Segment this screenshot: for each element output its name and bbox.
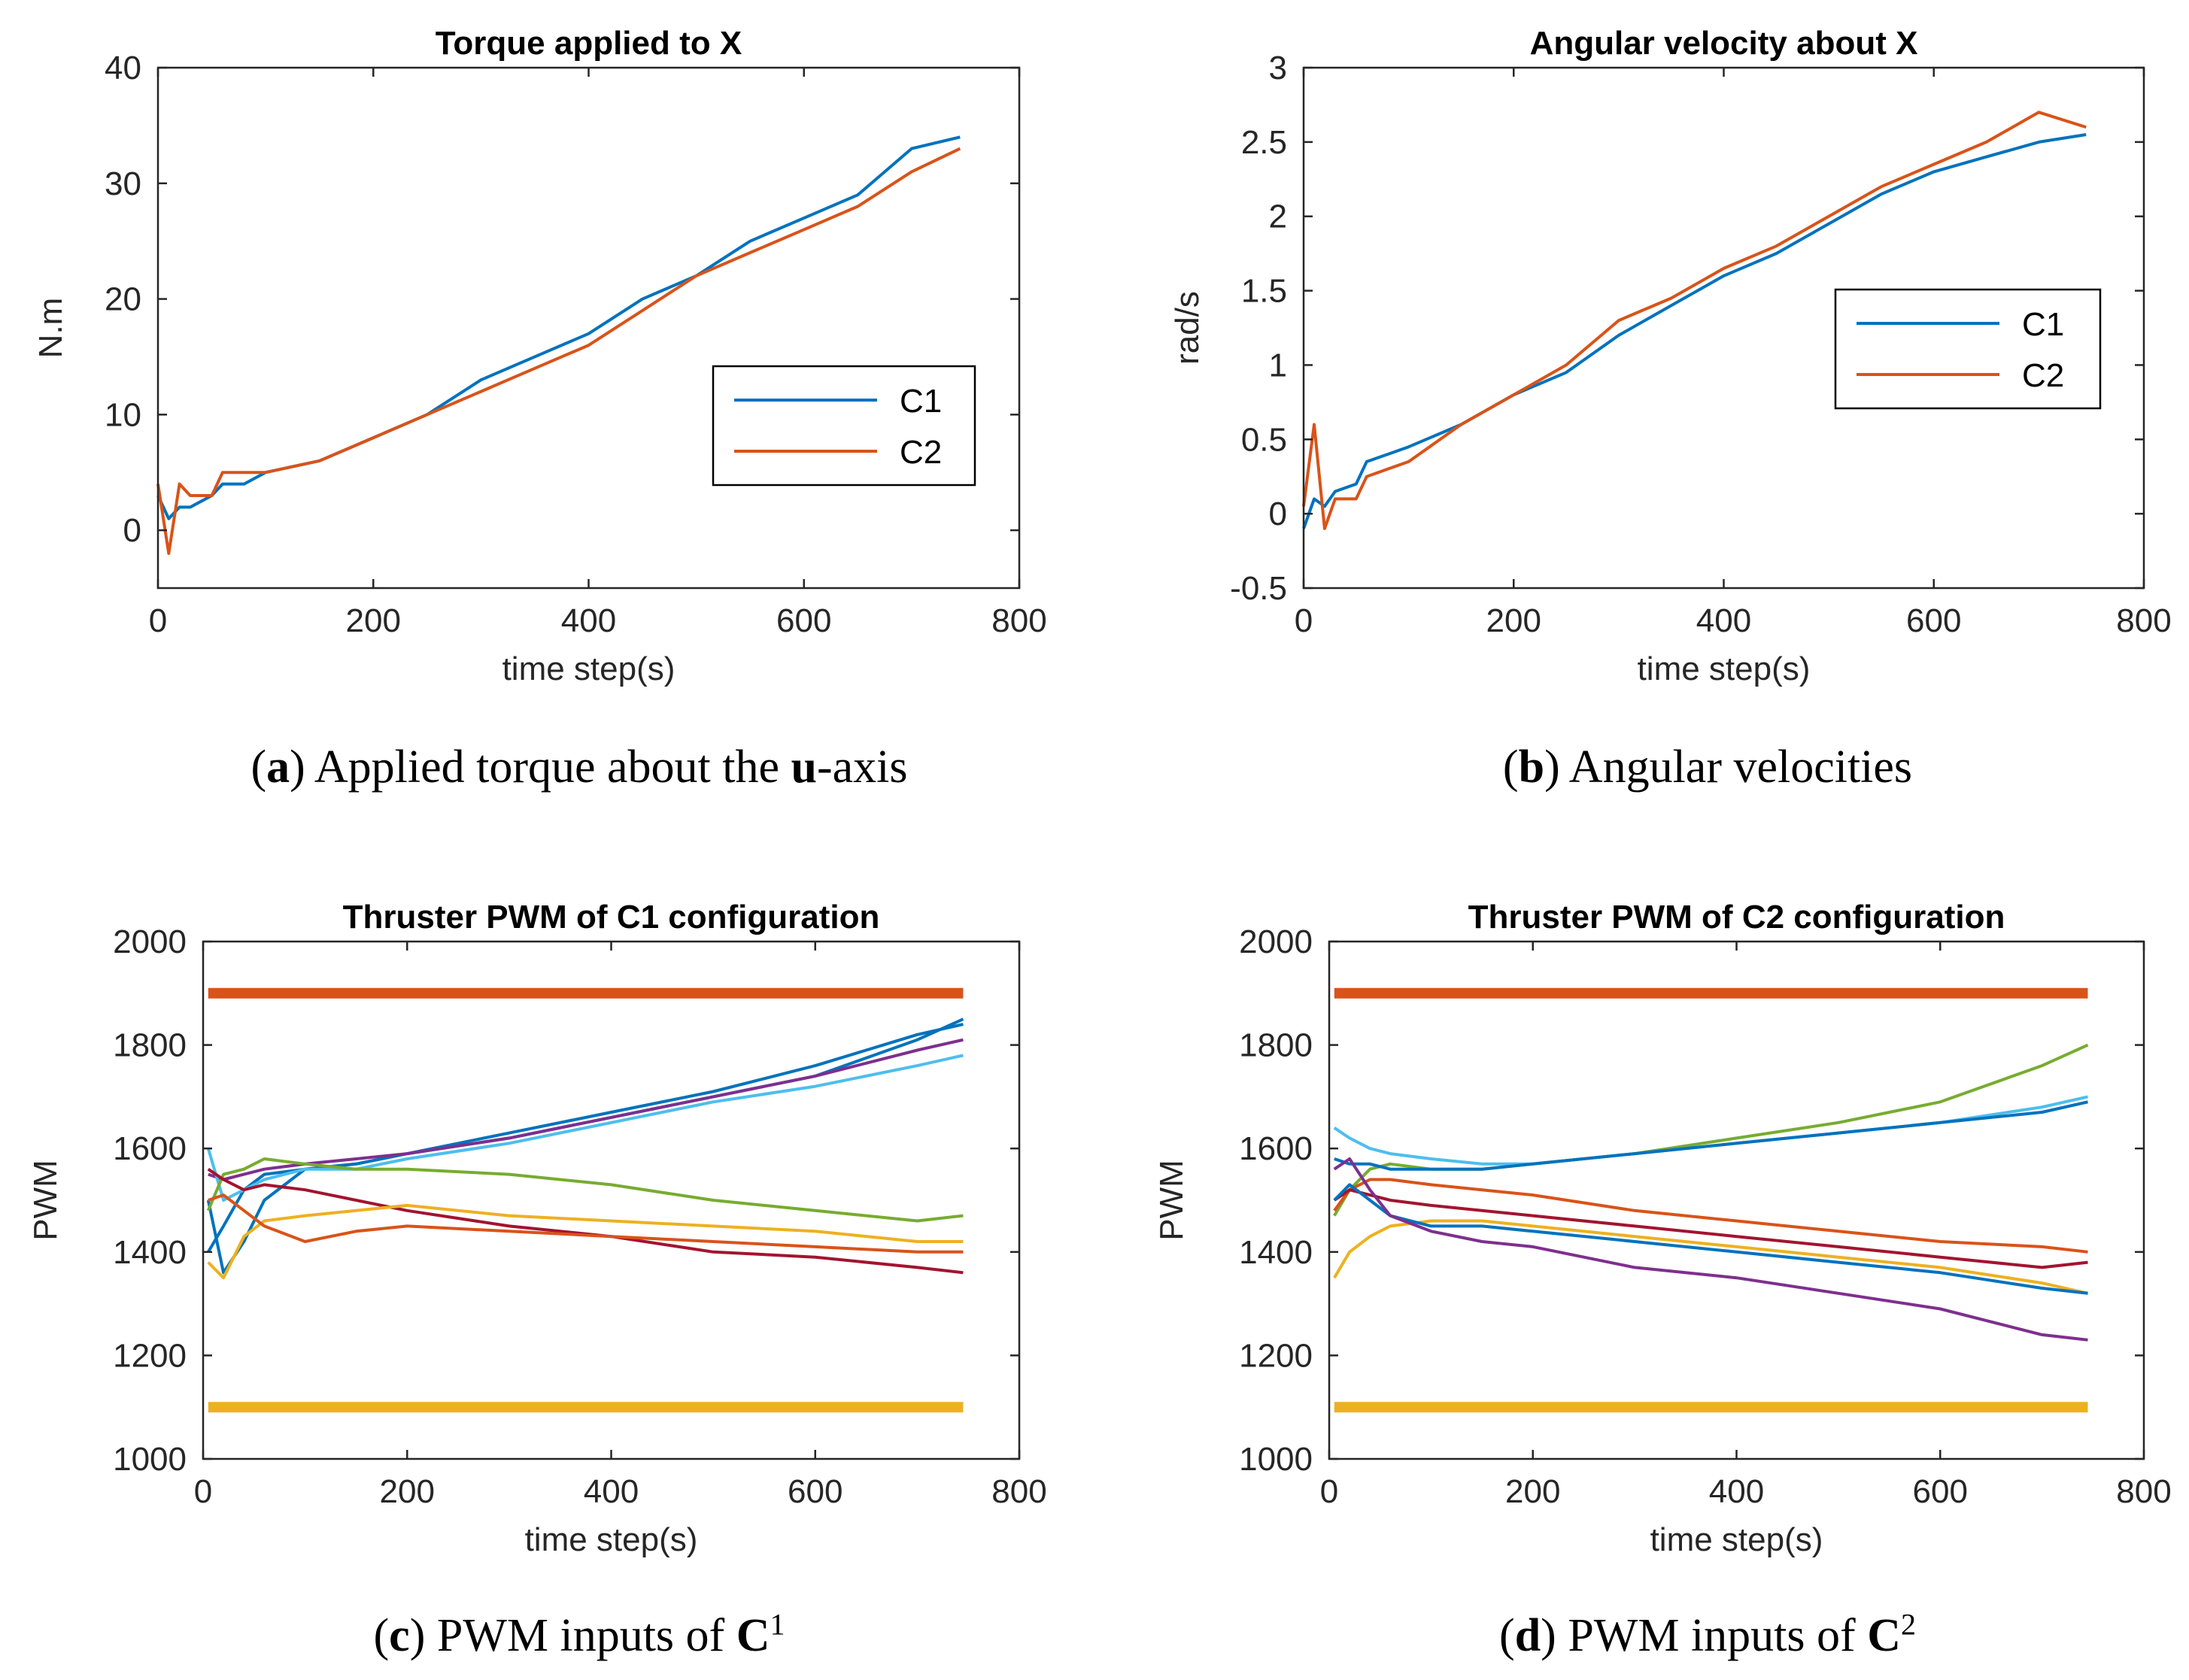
legend-box (1834, 288, 2102, 410)
x-tick-label: 600 (1913, 1473, 1968, 1510)
x-tick-label: 800 (991, 1473, 1046, 1510)
series-thruster-6 (207, 1168, 964, 1275)
series-thruster-5 (1333, 1188, 2088, 1269)
x-tick-label: 200 (380, 1473, 435, 1510)
x-tick-label: 0 (149, 602, 167, 639)
chart-title: Torque applied to X (436, 25, 742, 62)
x-tick-label: 800 (991, 602, 1046, 639)
legend-label-C1: C1 (2022, 306, 2064, 343)
series-C2 (156, 147, 961, 555)
y-axis-label: rad/s (1169, 291, 1206, 365)
x-tick-label: 400 (561, 602, 616, 639)
chart-a: 0 200 400 600 800 0 10 20 30 40 Torque applied to … (32, 25, 1047, 687)
y-tick-label: 1.5 (1241, 273, 1287, 310)
series-thruster-6 (1333, 1219, 2088, 1295)
x-axis-label: time step(s) (1638, 650, 1811, 687)
y-tick-label: -0.5 (1230, 570, 1287, 607)
x-tick-label: 800 (2116, 1473, 2171, 1510)
caption-a: (a) Applied torque about the u-axis (250, 741, 908, 793)
y-tick-label: 1600 (113, 1130, 187, 1167)
legend-label-C1: C1 (900, 383, 942, 420)
x-tick-label: 200 (1505, 1473, 1560, 1510)
x-tick-label: 600 (776, 602, 831, 639)
y-tick-label: 0.5 (1241, 421, 1287, 458)
x-tick-label: 0 (1295, 602, 1313, 639)
legend-box (712, 365, 976, 487)
legend-label-C2: C2 (900, 434, 942, 471)
y-tick-label: 40 (105, 50, 141, 86)
chart-d: 0 200 400 600 800 1000 1200 1400 1600 1800 2000 Thr… (1153, 899, 2172, 1558)
legend-label-C2: C2 (2022, 357, 2064, 394)
x-tick-label: 200 (1486, 602, 1541, 639)
y-tick-label: 0 (1269, 496, 1287, 532)
chart-c: 0 200 400 600 800 1000 1200 1400 1600 1800 2000 Thr… (27, 899, 1047, 1558)
series-thruster-3 (208, 1038, 964, 1181)
x-tick-label: 400 (1709, 1473, 1764, 1510)
y-tick-label: 1200 (113, 1337, 187, 1374)
series-thruster-2 (207, 1023, 964, 1253)
caption-c: (c) PWM inputs of C1 (373, 1607, 785, 1661)
y-tick-label: 10 (105, 396, 141, 433)
y-tick-label: 1800 (1239, 1027, 1313, 1064)
series-thruster-4 (206, 1054, 964, 1202)
x-tick-label: 800 (2116, 602, 2171, 639)
x-tick-label: 0 (1320, 1473, 1338, 1510)
y-tick-label: 2000 (1239, 923, 1313, 960)
x-axis-label: time step(s) (502, 650, 676, 687)
caption-b: (b) Angular velocities (1502, 741, 1913, 793)
caption-d: (d) PWM inputs of C2 (1499, 1607, 1916, 1661)
y-tick-label: 1 (1269, 347, 1287, 384)
chart-title: Angular velocity about X (1530, 25, 1918, 62)
y-axis-label: PWM (1153, 1160, 1190, 1241)
y-tick-label: 1000 (113, 1441, 187, 1478)
x-tick-label: 600 (788, 1473, 843, 1510)
y-tick-label: 1200 (1239, 1337, 1313, 1374)
x-tick-label: 400 (1696, 602, 1751, 639)
series-thruster-8 (1333, 1157, 2088, 1342)
series-thruster-8 (208, 1193, 964, 1254)
series-thruster-7 (207, 1203, 964, 1280)
series-thruster-2 (1333, 1095, 2088, 1166)
axes-box (156, 66, 1021, 590)
y-axis-label: PWM (27, 1160, 64, 1241)
series-C1 (1302, 133, 2087, 529)
y-tick-label: 1000 (1239, 1441, 1313, 1478)
series-thruster-1 (1333, 1043, 2089, 1217)
x-tick-label: 0 (194, 1473, 212, 1510)
y-tick-label: 30 (105, 165, 141, 202)
series-thruster-7 (1333, 1183, 2088, 1295)
series-C2 (1302, 111, 2087, 530)
y-axis-label: N.m (32, 298, 69, 359)
y-tick-label: 2 (1269, 199, 1287, 235)
series-thruster-4 (1333, 1178, 2088, 1254)
chart-title: Thruster PWM of C1 configuration (343, 899, 880, 936)
x-tick-label: 200 (346, 602, 401, 639)
x-axis-label: time step(s) (525, 1521, 698, 1558)
x-axis-label: time step(s) (1650, 1521, 1823, 1558)
axes-box (202, 940, 1021, 1460)
x-tick-label: 600 (1906, 602, 1961, 639)
y-tick-label: 20 (105, 281, 141, 318)
chart-title: Thruster PWM of C2 configuration (1468, 899, 2005, 936)
y-tick-label: 1400 (1239, 1234, 1313, 1271)
y-tick-label: 1800 (113, 1027, 187, 1064)
y-tick-label: 3 (1269, 50, 1287, 86)
y-tick-label: 2000 (113, 923, 187, 960)
x-tick-label: 400 (584, 1473, 639, 1510)
y-tick-label: 0 (123, 512, 141, 549)
series-thruster-5 (206, 1157, 964, 1223)
axes-box (1328, 940, 2145, 1460)
y-tick-label: 1600 (1239, 1130, 1313, 1167)
series-thruster-3 (1334, 1100, 2088, 1171)
y-tick-label: 1400 (113, 1234, 187, 1271)
y-tick-label: 2.5 (1241, 124, 1287, 161)
